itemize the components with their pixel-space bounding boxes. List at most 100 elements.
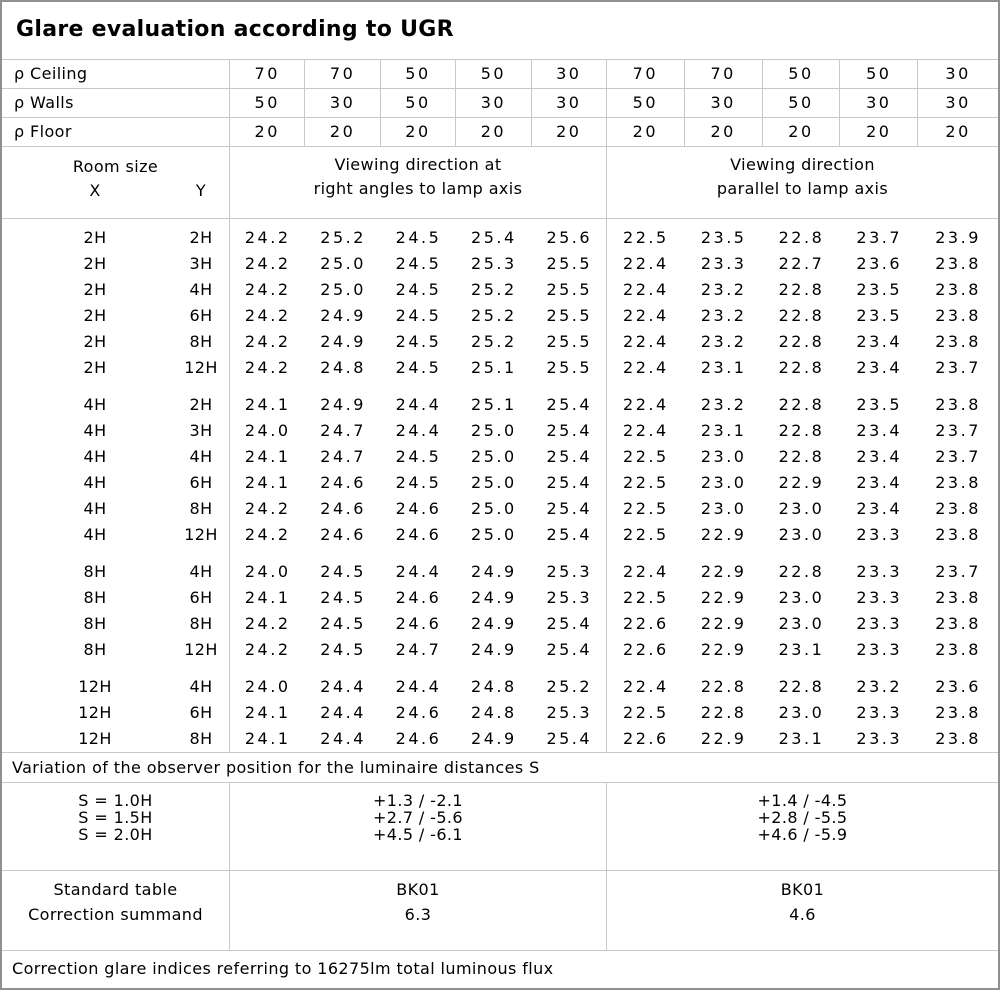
ugr-value-cell: 23.7 — [935, 562, 981, 581]
ugr-value-cell: 24.4 — [395, 562, 442, 581]
ugr-value-cell: 22.5 — [623, 228, 669, 247]
ugr-value-cell: 22.4 — [623, 332, 669, 351]
ugr-value-cell: 23.8 — [935, 614, 981, 633]
ugr-value-cell: 24.8 — [320, 358, 366, 377]
ugr-value-cell: 25.4 — [546, 473, 593, 492]
ugr-value-cell: 25.5 — [546, 332, 593, 351]
table-row: 4H 8H 24.2 24.6 24.6 25.0 25.4 22.5 23.0 23.0 23.4… — [2, 496, 998, 522]
group-gap — [2, 548, 998, 559]
ugr-value-cell: 24.5 — [395, 306, 442, 325]
ugr-value-cell: 25.3 — [546, 562, 593, 581]
header-line: Viewing direction — [730, 155, 875, 174]
ugr-value-cell: 24.4 — [320, 703, 366, 722]
ugr-value-cell: 24.6 — [320, 525, 366, 544]
s-label: S = 1.0H — [78, 791, 153, 810]
reflectance-value-cell: 50 — [381, 60, 457, 88]
table-row: 12H 8H 24.1 24.4 24.6 24.9 25.4 22.6 22.9 23.1 23.… — [2, 726, 998, 752]
ugr-value-cell: 24.1 — [244, 473, 291, 492]
ugr-value-cell: 22.9 — [700, 640, 747, 659]
ugr-values-area: 2H 2H 24.2 25.2 24.5 25.4 25.6 22.5 23.5 22.8 23.7… — [2, 219, 998, 753]
room-size-x-value: 2H — [83, 306, 107, 325]
variation-note-row: Variation of the observer position for t… — [2, 753, 998, 783]
reflectance-value-cell: 50 — [840, 60, 919, 88]
ugr-value-cell: 24.9 — [320, 332, 366, 351]
table-row: 12H 4H 24.0 24.4 24.4 24.8 25.2 22.4 22.8 22.8 23.… — [2, 674, 998, 700]
ugr-value-cell: 24.9 — [320, 306, 366, 325]
ugr-value-cell: 24.5 — [395, 358, 442, 377]
ugr-value-cell: 22.9 — [700, 729, 747, 748]
ugr-value-cell: 24.2 — [244, 614, 291, 633]
reflectance-value-cell: 30 — [945, 64, 971, 83]
ugr-value-cell: 24.7 — [320, 421, 366, 440]
ugr-value-cell: 22.9 — [700, 525, 747, 544]
ugr-value-cell: 22.4 — [623, 395, 669, 414]
ugr-value-cell: 23.0 — [778, 588, 825, 607]
ugr-value-cell: 23.4 — [856, 332, 903, 351]
ugr-value-cell: 23.8 — [935, 703, 981, 722]
ugr-value-cell: 22.8 — [778, 332, 825, 351]
reflectance-value-cell: 50 — [456, 60, 532, 88]
ugr-value-cell: 25.2 — [320, 228, 366, 247]
ugr-value-cell: 22.4 — [623, 677, 669, 696]
table-row: 4H 6H 24.1 24.6 24.5 25.0 25.4 22.5 23.0 22.9 23.4… — [2, 470, 998, 496]
ugr-value-cell: 22.7 — [778, 254, 825, 273]
ugr-value-cell: 22.5 — [623, 499, 669, 518]
table-row: 8H 12H 24.2 24.5 24.7 24.9 25.4 22.6 22.9 23.1 23.… — [2, 637, 998, 663]
ugr-value-cell: 24.2 — [244, 228, 291, 247]
ugr-value-cell: 23.3 — [856, 562, 903, 581]
reflectance-value-cell: 20 — [532, 118, 607, 146]
ugr-value-cell: 25.3 — [546, 703, 593, 722]
room-size-y-value: 2H — [189, 395, 213, 414]
ugr-value-cell: 25.0 — [471, 447, 517, 466]
ugr-value-cell: 23.9 — [935, 228, 981, 247]
room-size-x-value: 2H — [83, 280, 107, 299]
ugr-value-cell: 23.8 — [935, 395, 981, 414]
ugr-value-cell: 23.8 — [935, 729, 981, 748]
table-row: 4H 3H 24.0 24.7 24.4 25.0 25.4 22.4 23.1 22.8 23.4… — [2, 418, 998, 444]
column-separator — [606, 219, 607, 752]
ugr-value-cell: 24.4 — [395, 677, 442, 696]
ugr-value-cell: 24.6 — [320, 473, 366, 492]
reflectance-row-walls: ρ Walls 50 30 50 30 30 50 30 50 30 30 — [2, 89, 998, 118]
s-values-right-angles: +1.3 / -2.1 +2.7 / -5.6 +4.5 / -6.1 — [230, 783, 607, 870]
room-size-x-value: 2H — [83, 254, 107, 273]
table-row: 2H 8H 24.2 24.9 24.5 25.2 25.5 22.4 23.2 22.8 23.4… — [2, 329, 998, 355]
ugr-value-cell: 24.4 — [395, 421, 442, 440]
ugr-value-cell: 24.9 — [471, 562, 517, 581]
ugr-value-cell: 23.8 — [935, 332, 981, 351]
ugr-value-cell: 24.2 — [244, 332, 291, 351]
table-row: 2H 2H 24.2 25.2 24.5 25.4 25.6 22.5 23.5 22.8 23.7… — [2, 225, 998, 251]
correction-value: BK01 — [780, 880, 825, 899]
room-size-x-value: 4H — [83, 499, 107, 518]
reflectance-label-floor: ρ Floor — [2, 118, 230, 146]
ugr-value-cell: 22.8 — [778, 447, 825, 466]
reflectance-value-cell: 20 — [456, 118, 532, 146]
ugr-value-cell: 25.6 — [546, 228, 593, 247]
room-size-x-value: 8H — [83, 588, 107, 607]
ugr-value-cell: 24.4 — [320, 729, 366, 748]
ugr-value-cell: 22.9 — [700, 562, 747, 581]
ugr-value-cell: 23.7 — [856, 228, 903, 247]
reflectance-value-cell: 30 — [840, 89, 919, 117]
room-size-x-value: 4H — [83, 525, 107, 544]
ugr-value-cell: 23.6 — [856, 254, 903, 273]
table-row: 8H 6H 24.1 24.5 24.6 24.9 25.3 22.5 22.9 23.0 23.3… — [2, 585, 998, 611]
ugr-value-cell: 22.4 — [623, 562, 669, 581]
reflectance-value-cell: 70 — [305, 60, 381, 88]
reflectance-value-cell: 70 — [607, 60, 685, 88]
room-size-y-value: 4H — [189, 447, 213, 466]
room-size-y-value: 4H — [189, 677, 213, 696]
table-row: 4H 2H 24.1 24.9 24.4 25.1 25.4 22.4 23.2 22.8 23.5… — [2, 392, 998, 418]
ugr-value-cell: 22.6 — [623, 729, 669, 748]
ugr-value-cell: 24.2 — [244, 280, 291, 299]
ugr-value-cell: 22.4 — [623, 280, 669, 299]
ugr-value-cell: 22.4 — [623, 306, 669, 325]
ugr-value-cell: 22.8 — [778, 358, 825, 377]
ugr-value-cell: 23.6 — [935, 677, 981, 696]
room-size-x-value: 4H — [83, 473, 107, 492]
ugr-value-cell: 24.2 — [244, 358, 291, 377]
room-size-x-value: 8H — [83, 562, 107, 581]
ugr-value-cell: 25.2 — [471, 280, 517, 299]
room-size-x-value: 8H — [83, 614, 107, 633]
